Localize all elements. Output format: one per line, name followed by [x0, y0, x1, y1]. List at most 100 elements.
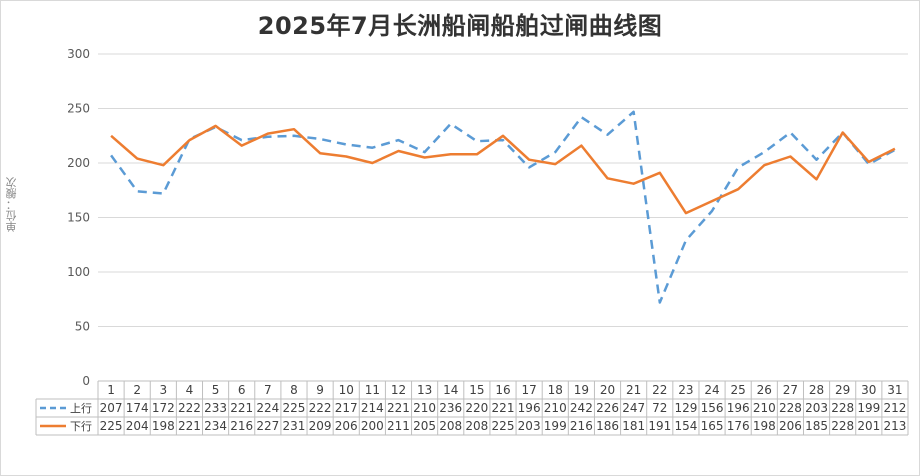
data-label: 198	[152, 419, 175, 433]
data-label: 205	[413, 419, 436, 433]
data-label: 196	[518, 401, 541, 415]
data-label: 208	[465, 419, 488, 433]
data-label: 172	[152, 401, 175, 415]
data-label: 204	[126, 419, 149, 433]
data-label: 201	[857, 419, 880, 433]
x-tick-label: 25	[731, 383, 746, 397]
x-tick-label: 31	[887, 383, 902, 397]
data-label: 206	[335, 419, 358, 433]
data-label: 236	[439, 401, 462, 415]
data-label: 216	[230, 419, 253, 433]
data-label: 225	[100, 419, 123, 433]
data-label: 203	[805, 401, 828, 415]
data-label: 154	[674, 419, 697, 433]
data-label: 231	[283, 419, 306, 433]
data-label: 199	[857, 401, 880, 415]
data-label: 222	[178, 401, 201, 415]
data-label: 129	[674, 401, 697, 415]
data-label: 217	[335, 401, 358, 415]
data-label: 228	[831, 401, 854, 415]
data-label: 200	[361, 419, 384, 433]
y-tick-label: 150	[67, 211, 90, 225]
x-tick-label: 12	[391, 383, 406, 397]
x-tick-label: 22	[652, 383, 667, 397]
x-tick-label: 24	[704, 383, 719, 397]
x-tick-label: 16	[495, 383, 510, 397]
data-label: 207	[100, 401, 123, 415]
x-tick-label: 20	[600, 383, 615, 397]
data-label: 203	[518, 419, 541, 433]
y-tick-label: 300	[67, 47, 90, 61]
data-label: 225	[283, 401, 306, 415]
data-label: 185	[805, 419, 828, 433]
x-tick-label: 6	[238, 383, 246, 397]
data-label: 181	[622, 419, 645, 433]
x-tick-label: 15	[469, 383, 484, 397]
x-tick-label: 5	[212, 383, 220, 397]
x-tick-label: 8	[290, 383, 298, 397]
x-tick-label: 23	[678, 383, 693, 397]
data-label: 242	[570, 401, 593, 415]
legend-label-0: 上行	[70, 402, 92, 415]
legend-label-1: 下行	[70, 420, 92, 433]
data-label: 228	[779, 401, 802, 415]
x-tick-label: 11	[365, 383, 380, 397]
x-tick-label: 29	[835, 383, 850, 397]
data-label: 210	[753, 401, 776, 415]
data-label: 221	[492, 401, 515, 415]
data-label: 216	[570, 419, 593, 433]
data-label: 198	[753, 419, 776, 433]
data-label: 226	[596, 401, 619, 415]
data-label: 228	[831, 419, 854, 433]
x-tick-label: 9	[316, 383, 324, 397]
data-label: 220	[465, 401, 488, 415]
data-label: 247	[622, 401, 645, 415]
data-label: 221	[178, 419, 201, 433]
x-tick-label: 2	[133, 383, 141, 397]
data-label: 210	[544, 401, 567, 415]
data-label: 156	[701, 401, 724, 415]
data-label: 199	[544, 419, 567, 433]
data-label: 174	[126, 401, 149, 415]
x-tick-label: 7	[264, 383, 272, 397]
x-tick-label: 3	[160, 383, 168, 397]
x-tick-label: 4	[186, 383, 194, 397]
x-tick-label: 27	[783, 383, 798, 397]
y-tick-label: 100	[67, 265, 90, 279]
data-label: 225	[492, 419, 515, 433]
series-line-0	[110, 110, 896, 304]
data-label: 222	[309, 401, 332, 415]
data-label: 209	[309, 419, 332, 433]
x-tick-label: 28	[809, 383, 824, 397]
chart-title: 2025年7月长洲船闸船舶过闸曲线图	[257, 12, 663, 40]
x-tick-label: 14	[443, 383, 458, 397]
y-tick-label: 200	[67, 156, 90, 170]
data-label: 233	[204, 401, 227, 415]
x-tick-label: 19	[574, 383, 589, 397]
data-label: 196	[727, 401, 750, 415]
data-label: 224	[256, 401, 279, 415]
data-label: 221	[387, 401, 410, 415]
y-tick-label: 0	[82, 374, 90, 388]
data-label: 212	[883, 401, 906, 415]
data-label: 72	[652, 401, 667, 415]
x-tick-label: 1	[107, 383, 115, 397]
x-tick-label: 18	[548, 383, 563, 397]
x-tick-label: 26	[757, 383, 772, 397]
x-tick-label: 10	[339, 383, 354, 397]
x-tick-label: 21	[626, 383, 641, 397]
data-label: 211	[387, 419, 410, 433]
data-label: 206	[779, 419, 802, 433]
x-tick-label: 17	[521, 383, 536, 397]
data-label: 191	[648, 419, 671, 433]
data-label: 234	[204, 419, 227, 433]
data-label: 165	[701, 419, 724, 433]
data-label: 208	[439, 419, 462, 433]
data-label: 221	[230, 401, 253, 415]
data-label: 227	[256, 419, 279, 433]
y-tick-label: 50	[75, 320, 90, 334]
data-label: 213	[883, 419, 906, 433]
data-label: 210	[413, 401, 436, 415]
